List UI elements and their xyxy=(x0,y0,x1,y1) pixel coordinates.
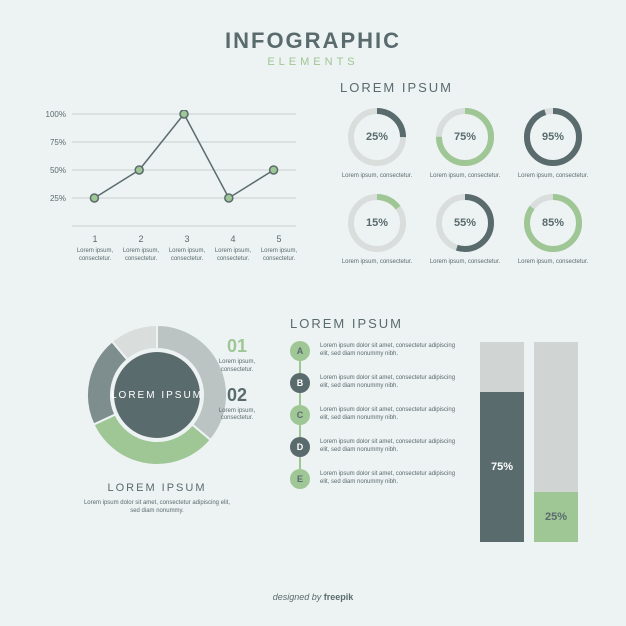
timeline-bullet: C xyxy=(290,405,310,425)
rings-grid: 25% Lorem ipsum, consectetur. 75% Lorem ips… xyxy=(340,105,590,267)
ring-desc: Lorem ipsum, consectetur. xyxy=(516,173,590,181)
ring-item: 95% Lorem ipsum, consectetur. xyxy=(516,105,590,181)
ring-pct-label: 55% xyxy=(433,191,497,255)
big-donut-legend: 01 Lorem ipsum, consectetur. 02 Lorem ipsum… xyxy=(207,336,267,433)
bar-fill: 25% xyxy=(534,492,578,542)
rings-title: LOREM IPSUM xyxy=(340,80,590,95)
big-donut-legend-desc: Lorem ipsum, consectetur. xyxy=(207,359,267,375)
big-donut-legend-desc: Lorem ipsum, consectetur. xyxy=(207,408,267,424)
header: INFOGRAPHIC ELEMENTS xyxy=(0,0,626,68)
line-chart-xdesc-item: Lorem ipsum, consectetur. xyxy=(166,248,208,264)
ring-pct-label: 75% xyxy=(433,105,497,169)
line-chart-xlabel: 5 xyxy=(276,234,281,244)
ring-pct-label: 85% xyxy=(521,191,585,255)
timeline-step-desc: Lorem ipsum dolor sit amet, consectetur … xyxy=(320,405,460,422)
rings-section: LOREM IPSUM 25% Lorem ipsum, consectetur.… xyxy=(340,80,590,267)
ring-desc: Lorem ipsum, consectetur. xyxy=(340,259,414,267)
ring-item: 55% Lorem ipsum, consectetur. xyxy=(428,191,502,267)
line-chart-xdesc: Lorem ipsum, consectetur.Lorem ipsum, co… xyxy=(42,248,302,264)
big-donut: LOREM IPSUM 01Lorem ipsum, consectetur.0… xyxy=(52,320,262,516)
timeline-step: C Lorem ipsum dolor sit amet, consectetur… xyxy=(290,405,460,425)
bar: 75% xyxy=(480,342,524,542)
line-chart: 100% 75% 50% 25% 1 2 3 4 5 Lorem ipsum, consect… xyxy=(42,110,302,264)
timeline-title: LOREM IPSUM xyxy=(290,316,460,331)
line-chart-xdesc-item: Lorem ipsum, consectetur. xyxy=(120,248,162,264)
timeline-bullet: B xyxy=(290,373,310,393)
page-subtitle: ELEMENTS xyxy=(0,56,626,68)
line-chart-xlabel: 2 xyxy=(138,234,143,244)
svg-text:75%: 75% xyxy=(50,138,66,147)
footer-credit: designed by freepik xyxy=(0,592,626,602)
bar: 25% xyxy=(534,342,578,542)
ring-item: 15% Lorem ipsum, consectetur. xyxy=(340,191,414,267)
svg-text:50%: 50% xyxy=(50,166,66,175)
ring-desc: Lorem ipsum, consectetur. xyxy=(340,173,414,181)
big-donut-title: LOREM IPSUM xyxy=(52,482,262,494)
timeline-bullet: A xyxy=(290,341,310,361)
timeline-bullet: D xyxy=(290,437,310,457)
line-chart-xdesc-item: Lorem ipsum, consectetur. xyxy=(212,248,254,264)
page-title: INFOGRAPHIC xyxy=(0,28,626,54)
bar-chart: 75%25% xyxy=(480,332,590,542)
line-chart-xdesc-item: Lorem ipsum, consectetur. xyxy=(74,248,116,264)
ring-desc: Lorem ipsum, consectetur. xyxy=(516,259,590,267)
ring-pct-label: 25% xyxy=(345,105,409,169)
line-chart-xdesc-item: Lorem ipsum, consectetur. xyxy=(258,248,300,264)
line-chart-xlabels: 1 2 3 4 5 xyxy=(42,234,302,244)
timeline-step: A Lorem ipsum dolor sit amet, consectetur… xyxy=(290,341,460,361)
timeline-step-desc: Lorem ipsum dolor sit amet, consectetur … xyxy=(320,341,460,358)
timeline-step-desc: Lorem ipsum dolor sit amet, consectetur … xyxy=(320,373,460,390)
big-donut-legend-num: 02 xyxy=(207,385,267,406)
timeline-step-desc: Lorem ipsum dolor sit amet, consectetur … xyxy=(320,437,460,454)
ring-pct-label: 15% xyxy=(345,191,409,255)
infographic-canvas: INFOGRAPHIC ELEMENTS 100% 75% 50% 25% 1 2 3 4 5… xyxy=(0,0,626,626)
timeline: LOREM IPSUM A Lorem ipsum dolor sit amet,… xyxy=(290,316,460,501)
big-donut-legend-num: 01 xyxy=(207,336,267,357)
ring-item: 75% Lorem ipsum, consectetur. xyxy=(428,105,502,181)
ring-pct-label: 95% xyxy=(521,105,585,169)
timeline-step: B Lorem ipsum dolor sit amet, consectetur… xyxy=(290,373,460,393)
footer-by: designed by xyxy=(273,592,324,602)
timeline-step: D Lorem ipsum dolor sit amet, consectetur… xyxy=(290,437,460,457)
footer-brand: freepik xyxy=(324,592,354,602)
line-chart-xlabel: 3 xyxy=(184,234,189,244)
ring-desc: Lorem ipsum, consectetur. xyxy=(428,173,502,181)
svg-text:100%: 100% xyxy=(46,110,66,119)
timeline-track: A Lorem ipsum dolor sit amet, consectetur… xyxy=(290,341,460,489)
timeline-bullet: E xyxy=(290,469,310,489)
big-donut-center-label: LOREM IPSUM xyxy=(111,390,203,401)
big-donut-desc: Lorem ipsum dolor sit amet, consectetur … xyxy=(82,500,232,516)
ring-desc: Lorem ipsum, consectetur. xyxy=(428,259,502,267)
line-chart-svg: 100% 75% 50% 25% xyxy=(42,110,302,230)
ring-item: 85% Lorem ipsum, consectetur. xyxy=(516,191,590,267)
timeline-step-desc: Lorem ipsum dolor sit amet, consectetur … xyxy=(320,469,460,486)
line-chart-xlabel: 1 xyxy=(92,234,97,244)
ring-item: 25% Lorem ipsum, consectetur. xyxy=(340,105,414,181)
bar-fill: 75% xyxy=(480,392,524,542)
line-chart-xlabel: 4 xyxy=(230,234,235,244)
svg-text:25%: 25% xyxy=(50,194,66,203)
timeline-step: E Lorem ipsum dolor sit amet, consectetur… xyxy=(290,469,460,489)
